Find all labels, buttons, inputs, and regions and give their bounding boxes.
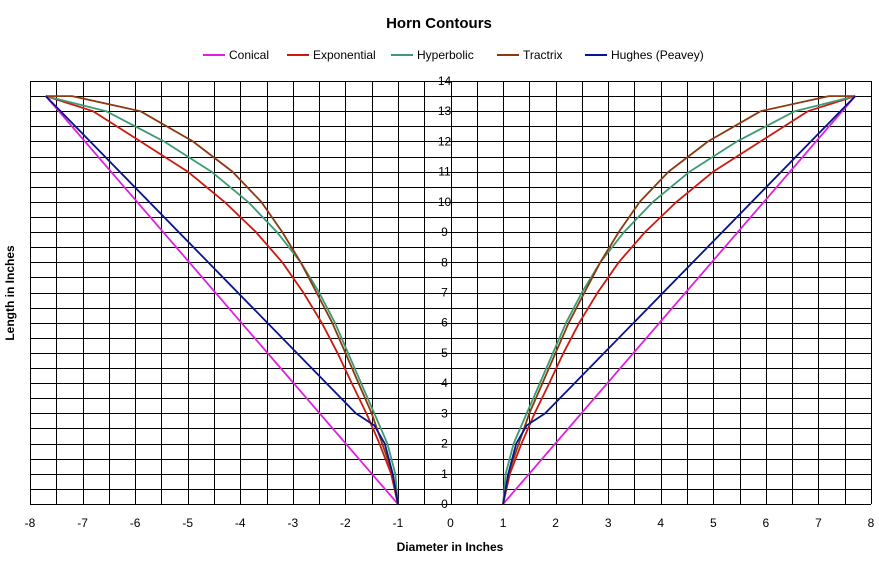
y-tick-label: 6 [441, 316, 448, 330]
series-line-hughes-peavey-right [502, 95, 856, 505]
series-line-hyperbolic-left [45, 95, 399, 505]
y-tick-label: 2 [441, 437, 448, 451]
x-tick-label: 4 [657, 516, 664, 530]
series-line-conical-right [502, 95, 856, 505]
x-tick-label: 8 [868, 516, 875, 530]
x-tick-label: 0 [447, 516, 454, 530]
y-tick-label: 13 [438, 104, 452, 118]
chart-title: Horn Contours [386, 15, 492, 32]
legend-label: Hughes (Peavey) [611, 48, 704, 62]
series-line-conical-left [45, 95, 399, 505]
legend-item-hughes-peavey: Hughes (Peavey) [585, 48, 704, 62]
series-line-exponential-left [45, 95, 399, 505]
x-tick-label: -8 [25, 516, 36, 530]
legend-label: Exponential [313, 48, 376, 62]
legend-item-conical: Conical [203, 48, 269, 62]
y-tick-label: 1 [441, 467, 448, 481]
x-tick-label: 6 [763, 516, 770, 530]
legend: Conical Exponential Hyperbolic Tractrix Hugh… [203, 48, 704, 62]
legend-item-exponential: Exponential [287, 48, 376, 62]
x-tick-label: -7 [77, 516, 88, 530]
x-tick-label: 7 [815, 516, 822, 530]
x-tick-label: -2 [340, 516, 351, 530]
series-line-hyperbolic-right [502, 95, 856, 505]
x-tick-label: 3 [605, 516, 612, 530]
y-tick-label: 9 [441, 225, 448, 239]
x-tick-label: 1 [500, 516, 507, 530]
y-tick-label: 5 [441, 346, 448, 360]
y-tick-label: 10 [438, 195, 452, 209]
y-tick-label: 4 [441, 376, 448, 390]
legend-label: Conical [229, 48, 269, 62]
legend-item-tractrix: Tractrix [497, 48, 563, 62]
legend-label: Tractrix [523, 48, 563, 62]
x-tick-labels: -8 -7 -6 -5 -4 -3 -2 -1 0 1 2 3 4 5 6 7 8 [25, 516, 875, 530]
legend-item-hyperbolic: Hyperbolic [391, 48, 474, 62]
y-tick-label: 3 [441, 406, 448, 420]
x-tick-label: -1 [393, 516, 404, 530]
plot-lines [45, 95, 856, 505]
x-tick-label: -4 [235, 516, 246, 530]
y-tick-label: 8 [441, 255, 448, 269]
y-tick-label: 12 [438, 134, 452, 148]
x-axis-title: Diameter in Inches [397, 540, 504, 554]
x-tick-label: -5 [182, 516, 193, 530]
x-tick-label: 2 [552, 516, 559, 530]
y-tick-label: 0 [441, 497, 448, 511]
y-axis-title: Length in Inches [3, 245, 17, 341]
x-tick-label: -6 [130, 516, 141, 530]
x-tick-label: -3 [287, 516, 298, 530]
series-line-hughes-peavey-left [45, 95, 399, 505]
y-tick-label: 11 [438, 165, 451, 179]
series-line-exponential-right [502, 95, 856, 505]
y-tick-label: 7 [441, 286, 448, 300]
x-tick-label: 5 [710, 516, 717, 530]
legend-label: Hyperbolic [417, 48, 474, 62]
y-tick-label: 14 [438, 74, 452, 88]
